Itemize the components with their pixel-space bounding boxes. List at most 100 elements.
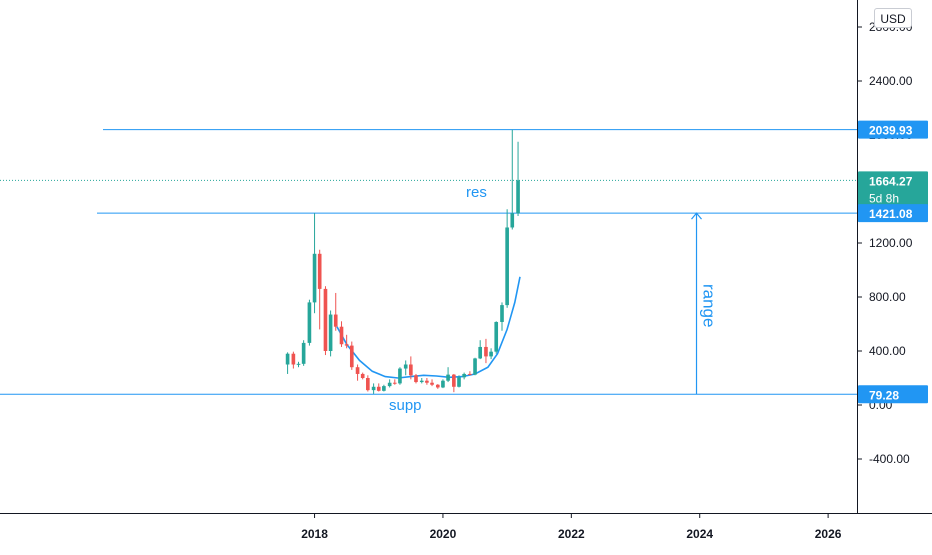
candle: [382, 384, 386, 392]
axes-layer: 2800.002400.002000.001600.001200.00800.0…: [0, 0, 932, 541]
candle: [468, 371, 472, 376]
res-annotation: res: [466, 184, 487, 201]
candle: [392, 379, 397, 385]
candle-body: [403, 364, 408, 369]
x-tick-label: 2024: [686, 527, 713, 541]
candle-body: [291, 353, 296, 365]
candle-body: [468, 373, 472, 375]
candle: [462, 372, 466, 380]
candle: [339, 321, 344, 347]
support-price-label-bg: [858, 385, 928, 404]
candle-body: [500, 305, 504, 322]
support-price-label-text: 79.28: [869, 388, 899, 402]
candle-body: [446, 374, 450, 381]
candle: [301, 340, 306, 366]
candle: [457, 375, 461, 388]
range-arrow-head: [691, 212, 702, 220]
candle-body: [317, 253, 322, 289]
candle-body: [382, 386, 386, 391]
candle: [323, 286, 328, 356]
candle: [285, 352, 290, 374]
candle: [366, 375, 370, 392]
resistance-top-price-label-bg: [858, 120, 928, 139]
annotations-layer: res supp range: [389, 184, 719, 414]
candle-body: [339, 326, 344, 345]
candle-body: [452, 374, 456, 387]
resistance-top-price-label: 2039.93: [858, 120, 928, 139]
candle: [516, 141, 520, 216]
resistance-price-label-bg: [858, 204, 928, 223]
candle-body: [360, 373, 365, 378]
candle-body: [333, 314, 338, 327]
candle-body: [387, 382, 392, 387]
supp-annotation: supp: [389, 397, 422, 414]
currency-button[interactable]: USD: [874, 8, 912, 28]
candle-body: [430, 382, 434, 385]
candle-body: [473, 358, 477, 375]
candles-layer: [285, 129, 520, 394]
candle: [355, 364, 360, 381]
candle: [387, 379, 392, 388]
candle-body: [366, 378, 370, 391]
candle: [478, 340, 482, 360]
candle-body: [312, 253, 317, 303]
current-price-label: 1664.27 5d 8h: [858, 171, 928, 207]
candle-body: [462, 373, 466, 378]
candle: [307, 299, 312, 346]
candle: [317, 249, 322, 330]
candle: [349, 341, 354, 370]
candle-body: [376, 386, 381, 391]
candle-body: [516, 180, 520, 214]
candle: [500, 302, 504, 331]
y-tick-label: 400.00: [869, 344, 906, 358]
candle-body: [355, 367, 360, 374]
candle: [360, 372, 365, 380]
x-tick-label: 2018: [301, 527, 328, 541]
candle: [489, 348, 493, 360]
x-tick-label: 2026: [815, 527, 842, 541]
candle: [425, 378, 429, 385]
candle: [435, 384, 440, 389]
resistance-price-label: 1421.08: [858, 204, 928, 223]
candle: [419, 378, 424, 384]
candle-body: [344, 344, 349, 346]
level-lines-layer: [0, 129, 857, 395]
candle: [371, 383, 376, 394]
candle-body: [328, 314, 333, 351]
price-labels-layer: 2039.93 1664.27 5d 8h 1421.08 79.28: [858, 120, 928, 404]
y-tick-label: 1200.00: [869, 236, 913, 250]
candle: [333, 292, 338, 331]
candle-body: [425, 380, 429, 383]
candle: [494, 321, 499, 354]
candle-body: [494, 321, 499, 352]
candle-body: [307, 302, 312, 343]
moving-average-line: [336, 276, 521, 379]
range-annotation: range: [700, 284, 719, 327]
candle: [505, 209, 509, 308]
candle: [296, 361, 301, 368]
candle-body: [478, 346, 482, 359]
candle: [452, 373, 456, 393]
candle-body: [484, 346, 488, 357]
candle-body: [510, 213, 515, 228]
current-price-label-text: 5d 8h: [869, 191, 899, 205]
candle: [403, 360, 408, 376]
current-price-label-text: 1664.27: [869, 174, 913, 188]
candle-body: [301, 342, 306, 364]
candle-body: [398, 368, 402, 384]
candle: [409, 356, 413, 380]
candle-body: [371, 386, 376, 391]
candle-body: [285, 353, 290, 365]
candle: [441, 379, 445, 389]
candle-body: [489, 351, 493, 357]
candle-body: [392, 382, 397, 384]
candle-body: [414, 375, 418, 383]
current-price-label-bg: [858, 171, 928, 207]
candle-body: [505, 227, 509, 306]
candle: [473, 357, 477, 376]
candle: [398, 367, 402, 385]
candle-body: [441, 380, 445, 388]
candle: [510, 129, 515, 230]
